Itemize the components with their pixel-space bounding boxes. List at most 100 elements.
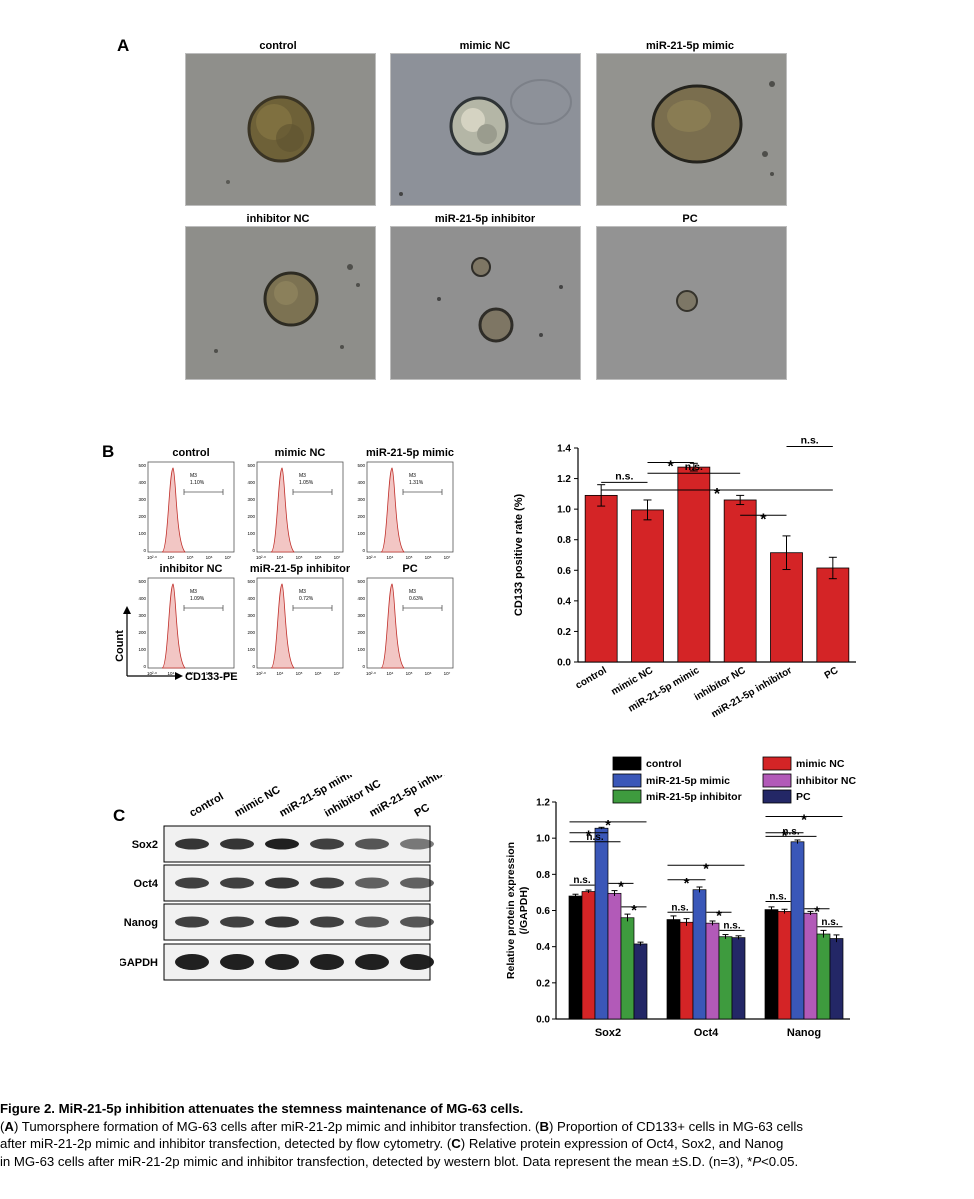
y-tick-label: 1.0 [536,834,550,845]
flow-y-tick: 0 [252,664,255,669]
wb-protein-label: GAPDH [120,957,158,969]
significance-label: n.s. [723,920,740,931]
flow-plot-0: control M31.10% 10²·⁸ 10⁴ 10⁵ 10⁶ 10⁷ 0 100 200 30… [138,447,235,560]
legend-label: miR-21-5p mimic [646,775,730,787]
wb-band [265,838,299,850]
y-tick-label: 0.8 [536,870,550,881]
flow-plot-title: inhibitor NC [160,563,223,575]
flow-plot-frame [256,461,344,553]
count-axis-label: Count [114,630,126,662]
flow-y-tick: 500 [247,579,255,584]
significance-label: * [801,811,807,828]
legend-swatch [762,789,792,804]
flow-x-tick: 10⁷ [444,671,451,676]
flow-plot-title: PC [402,563,417,575]
cd133-bar-chart: 0.0 0.2 0.4 0.6 0.8 1.0 1.2 1.4 CD133 positive r… [513,434,856,720]
gate-percent: 1.05% [299,480,314,486]
micrograph-pc [596,226,787,380]
wb-band [400,916,434,928]
y-tick-label: 0.4 [557,596,571,607]
significance-label: * [716,907,722,924]
gate-label: M3 [299,473,306,479]
bar-sox2-1 [581,891,596,1020]
micro-label-control: control [259,40,297,52]
flow-x-tick: 10⁶ [425,555,432,560]
flow-y-tick: 200 [138,630,146,635]
flow-plot-2: miR-21-5p mimic M31.31% 10²·⁸ 10⁴ 10⁵ 10⁶ 10⁷ 0… [357,447,454,560]
flow-plot-1: mimic NC M31.05% 10²·⁸ 10⁴ 10⁵ 10⁶ 10⁷ 0 100 200 3… [247,447,344,560]
y-tick-label: 0.8 [557,535,571,546]
gate-label: M3 [409,589,416,595]
wb-band [310,954,344,970]
cd133-axis-arrow [175,672,183,680]
wb-band [355,877,389,889]
flow-plot-frame [147,577,235,669]
y-axis-title: CD133 positive rate (%) [513,494,525,617]
flow-x-tick: 10²·⁸ [256,555,266,560]
bar-sox2-0 [568,895,583,1020]
bar-sox2-5 [633,943,648,1020]
significance-label: n.s. [615,470,633,482]
significance-label: * [703,860,709,877]
legend-swatch [612,789,642,804]
wb-band [400,838,434,850]
flow-x-tick: 10⁴ [168,555,175,560]
bar-oct4-1 [679,921,694,1020]
wb-protein-label: Nanog [124,917,158,929]
legend-label: inhibitor NC [796,775,856,787]
flow-histogram [380,467,405,553]
flow-plot-4: miR-21-5p inhibitor M30.72% 10²·⁸ 10⁴ 10⁵ 10⁶… [247,563,350,676]
flow-plot-frame [366,461,454,553]
flow-x-tick: 10²·⁸ [147,555,157,560]
flow-histogram [380,583,405,669]
wb-band [310,838,344,850]
flow-y-tick: 400 [138,480,146,485]
bar-oct4-0 [666,919,681,1020]
significance-label: * [814,904,820,921]
x-tick-label: Oct4 [694,1027,719,1039]
flow-y-tick: 0 [143,664,146,669]
flow-x-tick: 10⁴ [168,671,175,676]
flow-x-tick: 10⁷ [444,555,451,560]
y-tick-label: 0.4 [536,942,550,953]
flow-y-tick: 500 [357,579,365,584]
flow-x-tick: 10⁵ [187,671,194,676]
bar-nanog-5 [829,938,844,1020]
micro-label-mimic: miR-21-5p mimic [645,40,735,52]
flow-x-tick: 10²·⁸ [147,671,157,676]
legend-label: mimic NC [796,758,845,770]
significance-label: * [618,878,624,895]
figure-caption: Figure 2. MiR-21-5p inhibition attenuate… [0,1100,974,1170]
flow-y-tick: 0 [362,548,365,553]
bar-nanog-2 [790,841,805,1020]
legend-label: control [646,758,682,770]
gate-label: M3 [190,589,197,595]
flow-plot-title: miR-21-5p inhibitor [250,563,351,575]
y-tick-label: 0.0 [536,1015,550,1026]
count-axis-arrow [123,606,131,614]
flow-x-tick: 10⁷ [225,671,232,676]
y-tick-label: 0.6 [557,566,571,577]
flow-y-tick: 0 [143,548,146,553]
caption-line-1: (A) Tumorsphere formation of MG-63 cells… [0,1118,803,1134]
flow-plot-frame [366,577,454,669]
bar-pc [816,567,850,663]
bar-sox2-3 [607,892,622,1020]
bar-mir-21-5p-mimic [677,466,711,663]
flow-y-tick: 100 [138,647,146,652]
flow-x-tick: 10⁵ [296,555,303,560]
flow-plot-title: control [172,447,209,459]
gate-percent: 0.63% [409,596,424,602]
y-tick-label: 1.2 [557,474,571,485]
wb-band [175,954,209,970]
bar-oct4-5 [731,937,746,1020]
panel-b-letter: B [102,442,115,461]
significance-label: * [760,511,767,528]
y-axis-title-1: Relative protein expression [505,842,517,979]
flow-y-tick: 500 [357,463,365,468]
flow-y-tick: 400 [357,480,365,485]
flow-y-tick: 400 [247,596,255,601]
significance-label: * [605,817,611,834]
